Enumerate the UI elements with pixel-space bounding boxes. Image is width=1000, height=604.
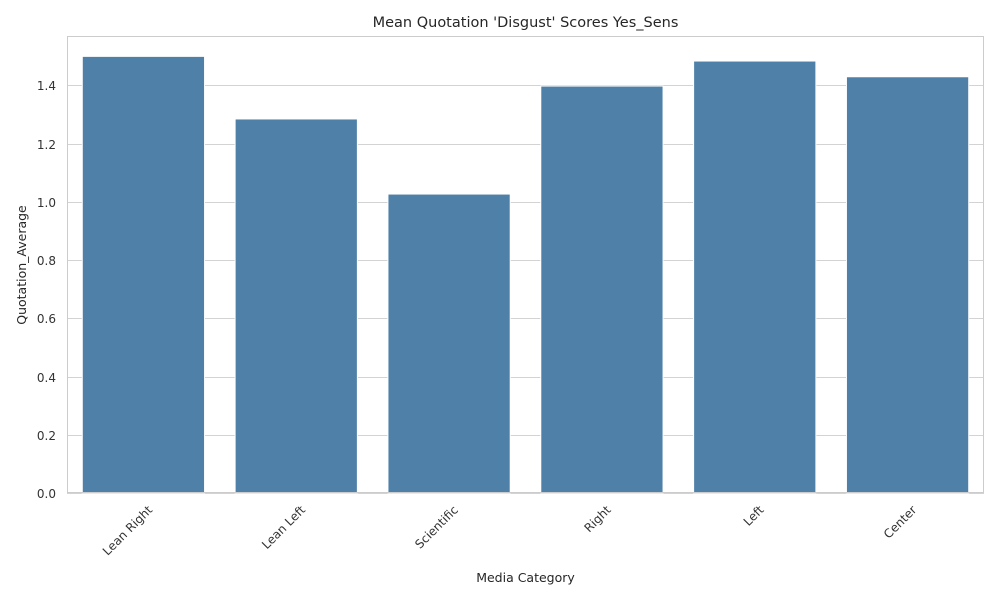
y-tick-label: 0.2: [37, 429, 56, 443]
bar-lean-right: [81, 55, 206, 494]
bars: [81, 55, 970, 494]
x-tick-labels: Lean Right Lean Left Scientific Right Left Ce…: [100, 503, 920, 559]
bar-center: [845, 76, 970, 494]
plot-frame: [67, 36, 984, 493]
y-tick-label: 0.8: [37, 254, 56, 268]
y-tick-label: 1.4: [37, 79, 56, 93]
bar-left: [693, 60, 817, 494]
chart-title: Mean Quotation 'Disgust' Scores Yes_Sens: [373, 15, 679, 31]
x-tick-label: Lean Left: [259, 503, 308, 552]
y-tick-label: 1.0: [37, 196, 56, 210]
y-axis-label: Quotation_Average: [14, 205, 29, 325]
y-tick-label: 0.0: [37, 487, 56, 501]
x-tick-label: Left: [741, 503, 767, 529]
gridlines: [67, 85, 984, 494]
x-tick-label: Right: [581, 503, 613, 535]
y-tick-labels: 0.0 0.2 0.4 0.6 0.8 1.0 1.2 1.4: [37, 79, 56, 501]
bar-scientific: [387, 193, 511, 494]
y-tick-label: 0.4: [37, 371, 56, 385]
bar-right: [540, 85, 664, 494]
x-axis-label: Media Category: [476, 570, 575, 585]
bar-lean-left: [234, 118, 358, 494]
y-tick-label: 0.6: [37, 312, 56, 326]
x-tick-label: Scientific: [412, 503, 461, 552]
x-tick-label: Lean Right: [100, 503, 156, 559]
x-tick-label: Center: [881, 503, 920, 542]
y-tick-label: 1.2: [37, 138, 56, 152]
